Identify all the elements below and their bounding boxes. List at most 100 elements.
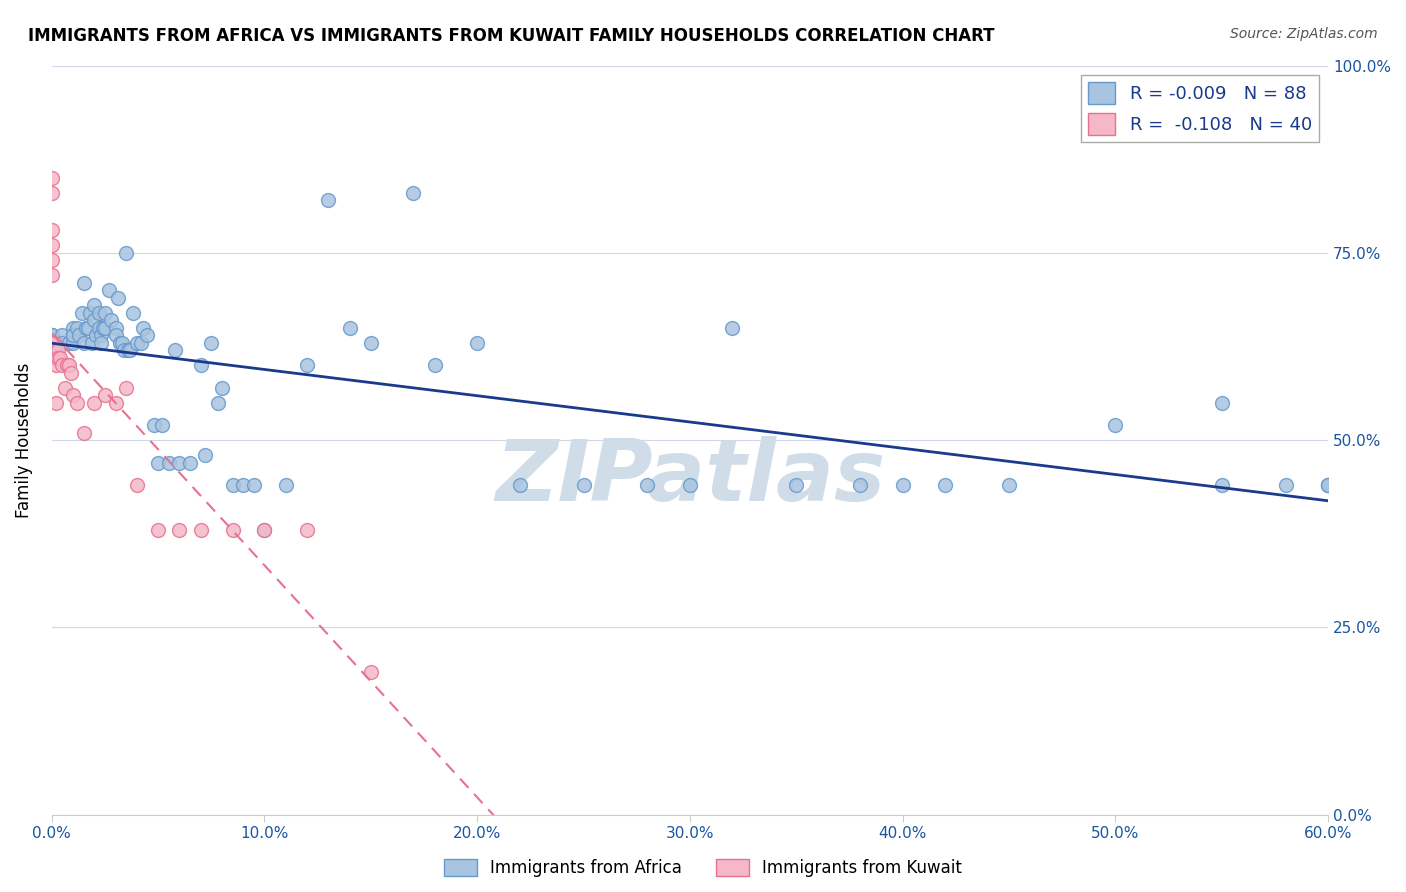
Point <box>83 313 105 327</box>
Point <box>636 478 658 492</box>
Point <box>402 186 425 200</box>
Point <box>41 223 63 237</box>
Point <box>107 291 129 305</box>
Point <box>90 335 112 350</box>
Point <box>51 335 73 350</box>
Point <box>146 523 169 537</box>
Point <box>73 335 96 350</box>
Point <box>41 328 63 343</box>
Point <box>73 425 96 440</box>
Point <box>295 523 318 537</box>
Point <box>146 456 169 470</box>
Point <box>41 335 63 350</box>
Point <box>42 351 65 365</box>
Point <box>41 328 63 343</box>
Point <box>82 335 104 350</box>
Point <box>465 335 488 350</box>
Point <box>1211 395 1233 409</box>
Text: Source: ZipAtlas.com: Source: ZipAtlas.com <box>1230 27 1378 41</box>
Point <box>179 456 201 470</box>
Point <box>121 306 143 320</box>
Legend: Immigrants from Africa, Immigrants from Kuwait: Immigrants from Africa, Immigrants from … <box>437 852 969 884</box>
Point <box>45 358 67 372</box>
Point <box>46 351 69 365</box>
Point <box>1211 478 1233 492</box>
Point <box>41 343 63 358</box>
Point <box>200 335 222 350</box>
Point <box>51 358 73 372</box>
Point <box>274 478 297 492</box>
Point <box>87 320 110 334</box>
Point <box>572 478 595 492</box>
Point <box>41 238 63 252</box>
Point <box>190 358 212 372</box>
Point <box>62 320 84 334</box>
Point <box>41 253 63 268</box>
Point <box>62 388 84 402</box>
Point <box>62 335 84 350</box>
Text: IMMIGRANTS FROM AFRICA VS IMMIGRANTS FROM KUWAIT FAMILY HOUSEHOLDS CORRELATION C: IMMIGRANTS FROM AFRICA VS IMMIGRANTS FRO… <box>28 27 994 45</box>
Point <box>53 381 76 395</box>
Point <box>90 328 112 343</box>
Point <box>125 335 148 350</box>
Point <box>86 328 108 343</box>
Point <box>785 478 807 492</box>
Point <box>194 448 217 462</box>
Point <box>83 298 105 312</box>
Point <box>360 335 382 350</box>
Point <box>891 478 914 492</box>
Point <box>58 335 80 350</box>
Point <box>253 523 276 537</box>
Point <box>94 388 117 402</box>
Point <box>79 306 101 320</box>
Point <box>62 328 84 343</box>
Point <box>42 343 65 358</box>
Legend: R = -0.009   N = 88, R =  -0.108   N = 40: R = -0.009 N = 88, R = -0.108 N = 40 <box>1081 75 1319 142</box>
Point <box>169 523 191 537</box>
Point <box>934 478 956 492</box>
Point <box>132 320 155 334</box>
Point <box>41 335 63 350</box>
Point <box>83 395 105 409</box>
Point <box>360 665 382 680</box>
Point <box>70 306 93 320</box>
Point <box>423 358 446 372</box>
Point <box>1317 478 1340 492</box>
Point <box>679 478 702 492</box>
Point <box>94 320 117 334</box>
Point <box>142 418 165 433</box>
Y-axis label: Family Households: Family Households <box>15 362 32 517</box>
Point <box>243 478 266 492</box>
Point <box>339 320 361 334</box>
Point <box>190 523 212 537</box>
Point <box>41 343 63 358</box>
Point <box>77 320 100 334</box>
Point <box>1104 418 1126 433</box>
Point <box>295 358 318 372</box>
Point <box>120 343 142 358</box>
Text: ZIPatlas: ZIPatlas <box>495 436 884 519</box>
Point <box>232 478 254 492</box>
Point <box>207 395 229 409</box>
Point <box>111 335 134 350</box>
Point <box>87 306 110 320</box>
Point <box>150 418 173 433</box>
Point <box>41 170 63 185</box>
Point <box>42 335 65 350</box>
Point <box>112 343 135 358</box>
Point <box>125 478 148 492</box>
Point <box>129 335 152 350</box>
Point <box>221 523 243 537</box>
Point <box>211 381 233 395</box>
Point <box>41 268 63 283</box>
Point <box>41 335 63 350</box>
Point <box>104 395 127 409</box>
Point <box>45 395 67 409</box>
Point <box>94 306 117 320</box>
Point <box>98 283 121 297</box>
Point <box>49 351 72 365</box>
Point <box>104 328 127 343</box>
Point <box>66 395 89 409</box>
Point <box>41 343 63 358</box>
Point <box>509 478 531 492</box>
